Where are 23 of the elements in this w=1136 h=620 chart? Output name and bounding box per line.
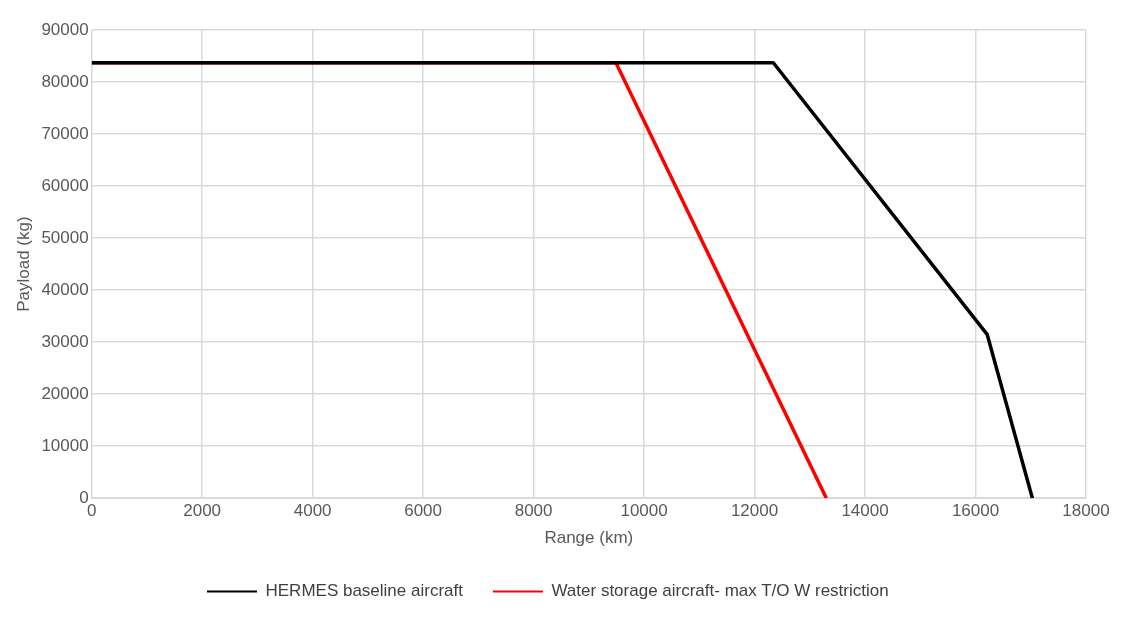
x-tick-label: 16000 (951, 501, 1000, 521)
y-axis-title: Payload (kg) (13, 216, 33, 312)
y-tick-label: 70000 (41, 123, 89, 143)
x-tick-label: 2000 (183, 501, 222, 521)
legend-label: Water storage aircraft- max T/O W restriction (551, 581, 889, 601)
x-tick-label: 8000 (514, 501, 553, 521)
x-axis-title: Range (km) (544, 528, 634, 548)
x-tick-label: 10000 (620, 501, 668, 521)
y-tick-label: 50000 (41, 227, 89, 247)
y-tick-label: 30000 (41, 331, 89, 351)
y-tick-label: 60000 (41, 175, 89, 195)
y-tick-label: 0 (79, 487, 89, 507)
y-tick-label: 10000 (41, 435, 89, 455)
x-tick-label: 4000 (293, 501, 332, 521)
x-tick-label: 14000 (841, 501, 889, 521)
y-tick-label: 80000 (41, 71, 89, 91)
x-tick-label: 12000 (730, 501, 779, 521)
x-tick-label: 18000 (1062, 501, 1110, 521)
y-tick-label: 40000 (41, 279, 89, 299)
y-tick-label: 20000 (41, 383, 89, 403)
y-tick-label: 90000 (41, 19, 89, 39)
legend-label: HERMES baseline aircraft (265, 581, 464, 601)
x-tick-label: 6000 (404, 501, 443, 521)
